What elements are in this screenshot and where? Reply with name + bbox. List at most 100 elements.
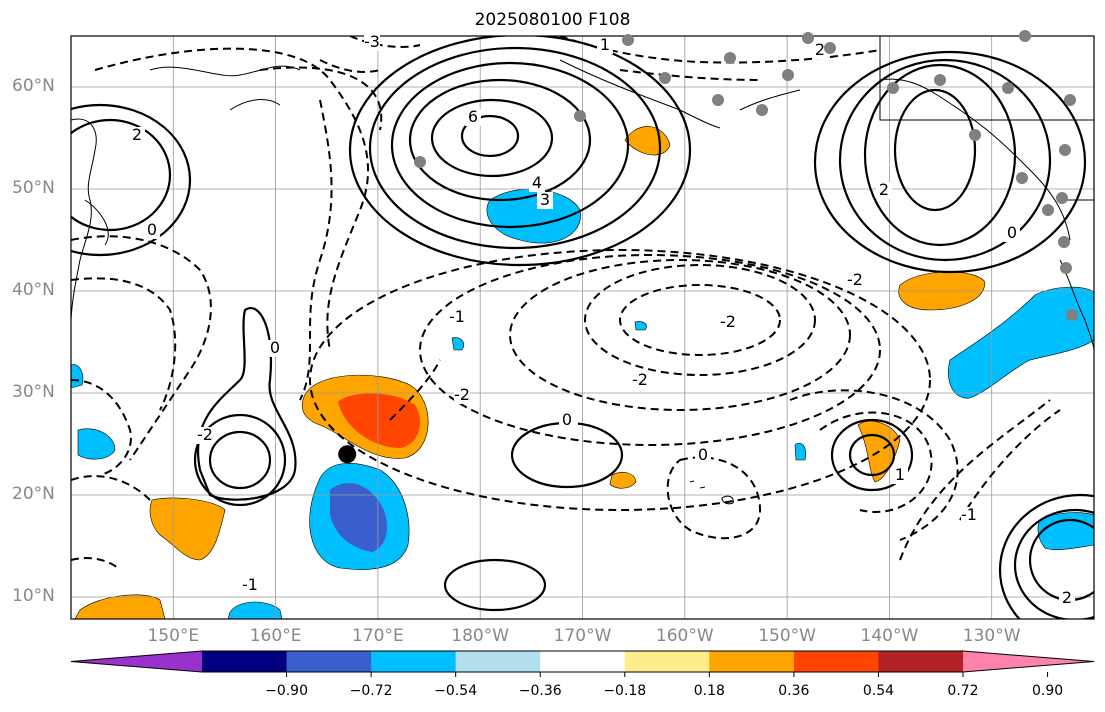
contour-label: -2	[720, 312, 736, 331]
contour-label-bg	[537, 192, 553, 209]
colorbar-label: −0.54	[434, 683, 478, 699]
contour-label: 4	[532, 173, 542, 192]
solid-contours	[71, 36, 1094, 619]
contour-label-bg	[847, 272, 863, 289]
contour-label: -1	[242, 575, 258, 594]
contour-label: 6	[468, 107, 478, 126]
contour-label: -1	[449, 307, 465, 326]
contour-label: 0	[1007, 223, 1017, 242]
longitude-label: 150°W	[758, 626, 816, 646]
longitude-label: 170°W	[553, 626, 612, 646]
contour-label-bg	[961, 507, 977, 524]
blue-region	[71, 364, 84, 389]
latitude-label: 10°N	[12, 586, 55, 606]
contour-label-bg	[695, 447, 711, 464]
orange-region	[149, 497, 226, 561]
contour-label-bg	[1059, 590, 1075, 607]
contour-label-bg	[267, 340, 283, 357]
colorbar-label: 0.36	[778, 683, 810, 699]
map-title: 2025080100 F108	[474, 10, 631, 30]
contour-label: 2	[879, 180, 889, 199]
colorbar-swatch	[455, 651, 541, 672]
colorbar-label: 0.90	[1031, 683, 1064, 699]
contour-label-bg	[1004, 225, 1020, 242]
contour-label: -2	[454, 385, 470, 404]
contour-label-bg	[812, 42, 828, 59]
dashed-contours	[71, 36, 1061, 571]
contour-label-bg	[197, 427, 213, 444]
latitude-label: 40°N	[12, 280, 55, 300]
blue-region	[794, 442, 806, 461]
contour-label-bg	[454, 387, 470, 404]
contour-label-bg	[144, 222, 160, 239]
orange-region	[74, 594, 166, 619]
colorbar-swatch	[371, 651, 457, 672]
blue-region	[227, 601, 283, 619]
contour-label: 1	[600, 35, 610, 54]
contour-label-bg	[449, 309, 465, 326]
contour-label: 0	[562, 410, 572, 429]
colorbar	[70, 650, 1095, 677]
colorbar-swatch	[540, 651, 626, 672]
contour-label: 0	[698, 445, 708, 464]
contour-label-bg	[529, 175, 545, 192]
colorbar-label: 0.72	[947, 683, 979, 699]
contour-label: 0	[147, 220, 157, 239]
contour-label: 2	[815, 40, 825, 59]
contour-label-bg	[129, 127, 145, 144]
station-markers	[414, 30, 1078, 321]
colorbar-outline	[70, 650, 1095, 673]
colorbar-label: −0.72	[349, 683, 393, 699]
map-frame	[70, 35, 1095, 620]
orange-region	[609, 472, 637, 489]
contour-label: -2	[197, 425, 213, 444]
colorbar-label: 0.18	[693, 683, 725, 699]
contour-label-bg	[364, 34, 380, 51]
latitude-label: 60°N	[12, 76, 55, 96]
contour-label: 2	[1062, 588, 1072, 607]
contour-label: 2	[132, 125, 142, 144]
contour-label: -2	[847, 270, 863, 289]
colorbar-label: −0.18	[603, 683, 647, 699]
latitude-label: 50°N	[12, 178, 55, 198]
contour-label-bg	[632, 372, 648, 389]
longitude-label: 140°W	[860, 626, 919, 646]
blue-region	[1037, 512, 1094, 550]
blue-region	[634, 321, 647, 331]
contour-label: -1	[961, 505, 977, 524]
colorbar-swatch	[71, 651, 202, 672]
contour-label-bg	[465, 109, 481, 126]
contour-label: 3	[540, 190, 550, 209]
contour-label-bg	[559, 412, 575, 429]
contour-label-bg	[242, 577, 258, 594]
blue-region	[77, 428, 116, 460]
blue-region	[948, 286, 1094, 399]
longitude-label: 170°E	[352, 626, 404, 646]
longitude-label: 180°W	[451, 626, 510, 646]
latitude-label: 30°N	[12, 382, 55, 402]
colorbar-swatch	[709, 651, 795, 672]
contour-label-bg	[720, 314, 736, 331]
contour-label: -3	[364, 32, 380, 51]
gridlines	[71, 36, 1094, 619]
contour-label-bg	[597, 37, 613, 54]
contour-label: 0	[270, 338, 280, 357]
red-region	[338, 393, 420, 448]
contour-label: -2	[632, 370, 648, 389]
contour-label-bg	[892, 467, 908, 484]
shading-layer	[71, 126, 1094, 619]
colorbar-label: −0.36	[518, 683, 562, 699]
colorbar-swatch	[286, 651, 372, 672]
longitude-label: 150°E	[147, 626, 200, 646]
colorbar-label: 0.54	[862, 683, 895, 699]
colorbar-swatch	[963, 651, 1094, 672]
blue-region	[451, 337, 464, 351]
longitude-label: 160°E	[249, 626, 302, 646]
longitude-label: 160°W	[655, 626, 714, 646]
longitude-label: 130°W	[962, 626, 1021, 646]
colorbar-label: −0.90	[265, 683, 308, 699]
contour-label-bg	[876, 182, 892, 199]
colorbar-swatch	[878, 651, 964, 672]
